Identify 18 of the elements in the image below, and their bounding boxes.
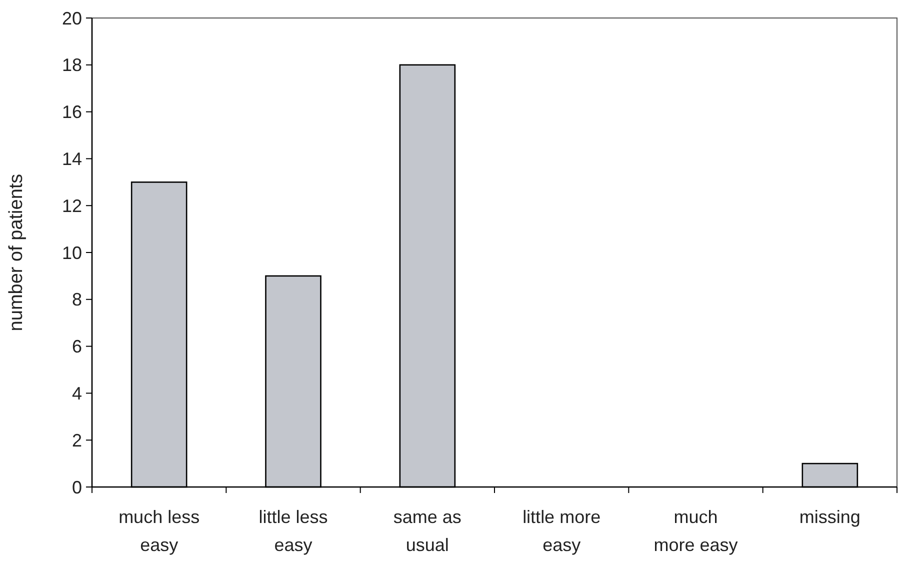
- y-tick-label: 2: [72, 430, 82, 450]
- y-tick-label: 20: [62, 8, 82, 28]
- y-tick-label: 8: [72, 290, 82, 310]
- x-tick-label: little more easy: [522, 507, 601, 555]
- y-axis-title: number of patients: [6, 174, 27, 332]
- x-tick-label: much more easy: [654, 507, 738, 555]
- y-tick-label: 10: [62, 242, 82, 263]
- y-tick-label: 12: [62, 196, 82, 216]
- y-tick-label: 18: [62, 55, 82, 76]
- x-tick-label: little less easy: [258, 507, 328, 555]
- x-tick-label: much less easy: [118, 507, 200, 555]
- x-tick-label: same as usual: [393, 507, 462, 555]
- y-tick-label: 4: [72, 384, 82, 404]
- y-tick-label: 6: [72, 336, 82, 357]
- x-tick-label: missing: [799, 507, 860, 527]
- y-tick-label: 16: [62, 102, 82, 122]
- y-tick-label: 14: [62, 149, 82, 169]
- y-tick-label: 0: [72, 477, 82, 498]
